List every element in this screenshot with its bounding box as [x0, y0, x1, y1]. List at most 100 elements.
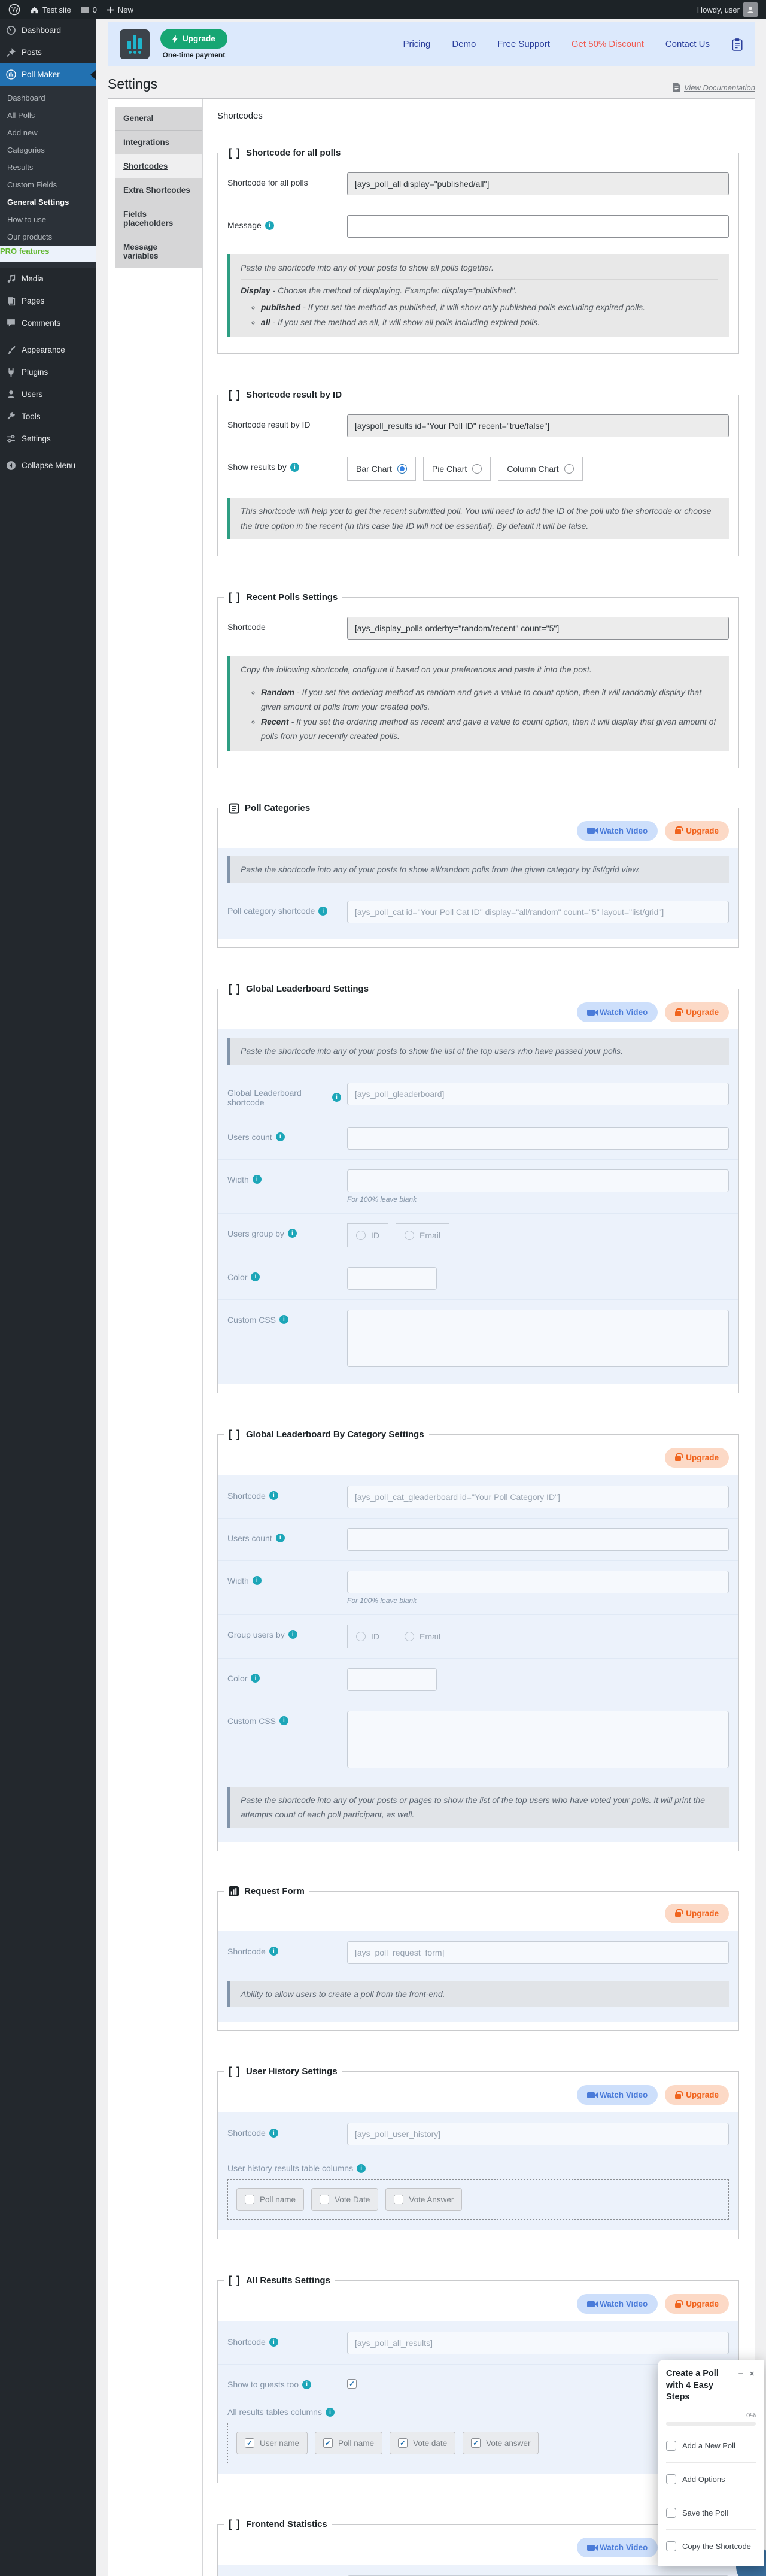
info-icon[interactable] — [318, 906, 328, 916]
info-icon[interactable] — [252, 1175, 262, 1184]
admin-bar-comments[interactable]: 0 — [80, 5, 97, 14]
step-copy-shortcode[interactable]: Copy the Shortcode — [666, 2529, 756, 2563]
submenu-custom-fields[interactable]: Custom Fields — [7, 180, 57, 189]
tab-shortcodes[interactable]: Shortcodes — [115, 154, 202, 178]
watch-video-button[interactable]: Watch Video — [576, 2538, 658, 2557]
upgrade-button[interactable]: Upgrade — [665, 820, 729, 841]
show-to-guests-checkbox[interactable] — [347, 2379, 357, 2389]
info-icon[interactable] — [265, 220, 274, 230]
column-vote-answer[interactable]: Vote Answer — [385, 2188, 463, 2211]
watch-video-button[interactable]: Watch Video — [576, 1002, 658, 1022]
close-icon[interactable]: × — [749, 2369, 755, 2380]
info-icon[interactable] — [251, 1674, 260, 1683]
banner-link-demo[interactable]: Demo — [452, 39, 476, 49]
clipboard-icon[interactable] — [731, 38, 743, 51]
admin-bar-account[interactable]: Howdy, user — [697, 2, 758, 17]
sidebar-item-users[interactable]: Users — [0, 383, 96, 405]
admin-bar-site-link[interactable]: Test site — [30, 5, 71, 14]
info-icon[interactable] — [269, 2337, 278, 2347]
info-icon[interactable] — [269, 1491, 278, 1500]
request-form-shortcode-input[interactable] — [347, 1941, 729, 1964]
submenu-pro-features[interactable]: PRO features — [0, 246, 96, 262]
banner-link-discount[interactable]: Get 50% Discount — [571, 39, 644, 49]
column-poll-name[interactable]: Poll name — [315, 2432, 383, 2454]
column-vote-answer[interactable]: Vote answer — [463, 2432, 539, 2454]
info-icon[interactable] — [269, 1947, 278, 1956]
all-results-shortcode-input[interactable] — [347, 2332, 729, 2354]
global-leaderboard-shortcode-input[interactable] — [347, 1082, 729, 1105]
info-icon[interactable] — [252, 1576, 262, 1585]
bar-chart-option[interactable]: Bar Chart — [347, 457, 416, 481]
users-count-input[interactable] — [347, 1126, 729, 1150]
info-icon[interactable] — [279, 1315, 288, 1324]
sidebar-item-appearance[interactable]: Appearance — [0, 339, 96, 361]
admin-bar-new[interactable]: New — [107, 5, 133, 14]
color-input[interactable] — [347, 1266, 437, 1290]
upgrade-button[interactable]: Upgrade — [665, 1903, 729, 1923]
banner-upgrade-button[interactable]: Upgrade — [160, 29, 227, 49]
info-icon[interactable] — [287, 1229, 297, 1238]
info-icon[interactable] — [332, 1093, 341, 1102]
view-documentation-link[interactable]: View Documentation — [673, 83, 755, 92]
sidebar-item-pages[interactable]: Pages — [0, 290, 96, 312]
sidebar-item-settings[interactable]: Settings — [0, 428, 96, 450]
recent-polls-shortcode-input[interactable] — [347, 617, 729, 640]
upgrade-button[interactable]: Upgrade — [665, 1002, 729, 1022]
group-by-id-option[interactable]: ID — [347, 1223, 388, 1247]
column-vote-date[interactable]: Vote date — [390, 2432, 456, 2454]
minimize-icon[interactable]: − — [738, 2369, 744, 2380]
custom-css-textarea[interactable] — [347, 1710, 729, 1768]
category-leaderboard-shortcode-input[interactable] — [347, 1485, 729, 1508]
pie-chart-option[interactable]: Pie Chart — [422, 457, 491, 481]
info-icon[interactable] — [357, 2163, 366, 2173]
submenu-dashboard[interactable]: Dashboard — [7, 93, 45, 102]
info-icon[interactable] — [290, 462, 299, 472]
submenu-add-new[interactable]: Add new — [7, 128, 38, 137]
poll-category-shortcode-input[interactable] — [347, 901, 729, 923]
info-icon[interactable] — [251, 1272, 260, 1281]
user-history-shortcode-input[interactable] — [347, 2123, 729, 2145]
info-icon[interactable] — [269, 2128, 278, 2138]
watch-video-button[interactable]: Watch Video — [576, 820, 658, 841]
info-icon[interactable] — [275, 1132, 285, 1141]
sidebar-item-media[interactable]: Media — [0, 268, 96, 290]
info-icon[interactable] — [288, 1630, 297, 1639]
tab-integrations[interactable]: Integrations — [115, 131, 202, 154]
result-by-id-shortcode-input[interactable] — [347, 414, 729, 437]
step-save-poll[interactable]: Save the Poll — [666, 2496, 756, 2529]
submenu-all-polls[interactable]: All Polls — [7, 111, 35, 120]
group-by-email-option[interactable]: Email — [396, 1223, 450, 1247]
column-user-name[interactable]: User name — [236, 2432, 308, 2454]
banner-link-contact-us[interactable]: Contact Us — [665, 39, 710, 49]
sidebar-item-posts[interactable]: Posts — [0, 41, 96, 63]
width-input[interactable] — [347, 1169, 729, 1192]
step-add-new-poll[interactable]: Add a New Poll — [666, 2429, 756, 2462]
users-count-input[interactable] — [347, 1528, 729, 1551]
column-chart-option[interactable]: Column Chart — [498, 457, 583, 481]
collapse-menu-button[interactable]: Collapse Menu — [0, 454, 96, 477]
info-icon[interactable] — [302, 2380, 312, 2389]
submenu-results[interactable]: Results — [7, 163, 34, 172]
info-icon[interactable] — [275, 1534, 285, 1542]
width-input[interactable] — [347, 1570, 729, 1593]
banner-link-pricing[interactable]: Pricing — [403, 39, 431, 49]
message-input[interactable] — [347, 215, 729, 238]
custom-css-textarea[interactable] — [347, 1309, 729, 1367]
upgrade-button[interactable]: Upgrade — [665, 1447, 729, 1468]
group-by-id-option[interactable]: ID — [347, 1624, 388, 1648]
upgrade-button[interactable]: Upgrade — [665, 2085, 729, 2105]
sidebar-item-dashboard[interactable]: Dashboard — [0, 19, 96, 41]
submenu-categories[interactable]: Categories — [7, 146, 45, 154]
watch-video-button[interactable]: Watch Video — [576, 2294, 658, 2314]
step-add-options[interactable]: Add Options — [666, 2462, 756, 2496]
group-by-email-option[interactable]: Email — [396, 1624, 450, 1648]
wordpress-logo-icon[interactable] — [8, 4, 20, 16]
submenu-our-products[interactable]: Our products — [7, 232, 53, 241]
tab-extra-shortcodes[interactable]: Extra Shortcodes — [115, 178, 202, 202]
banner-link-free-support[interactable]: Free Support — [497, 39, 550, 49]
upgrade-button[interactable]: Upgrade — [665, 2294, 729, 2314]
color-input[interactable] — [347, 1668, 437, 1691]
sidebar-item-comments[interactable]: Comments — [0, 312, 96, 334]
column-vote-date[interactable]: Vote Date — [311, 2188, 379, 2211]
sidebar-item-poll-maker[interactable]: Poll Maker — [0, 63, 96, 86]
